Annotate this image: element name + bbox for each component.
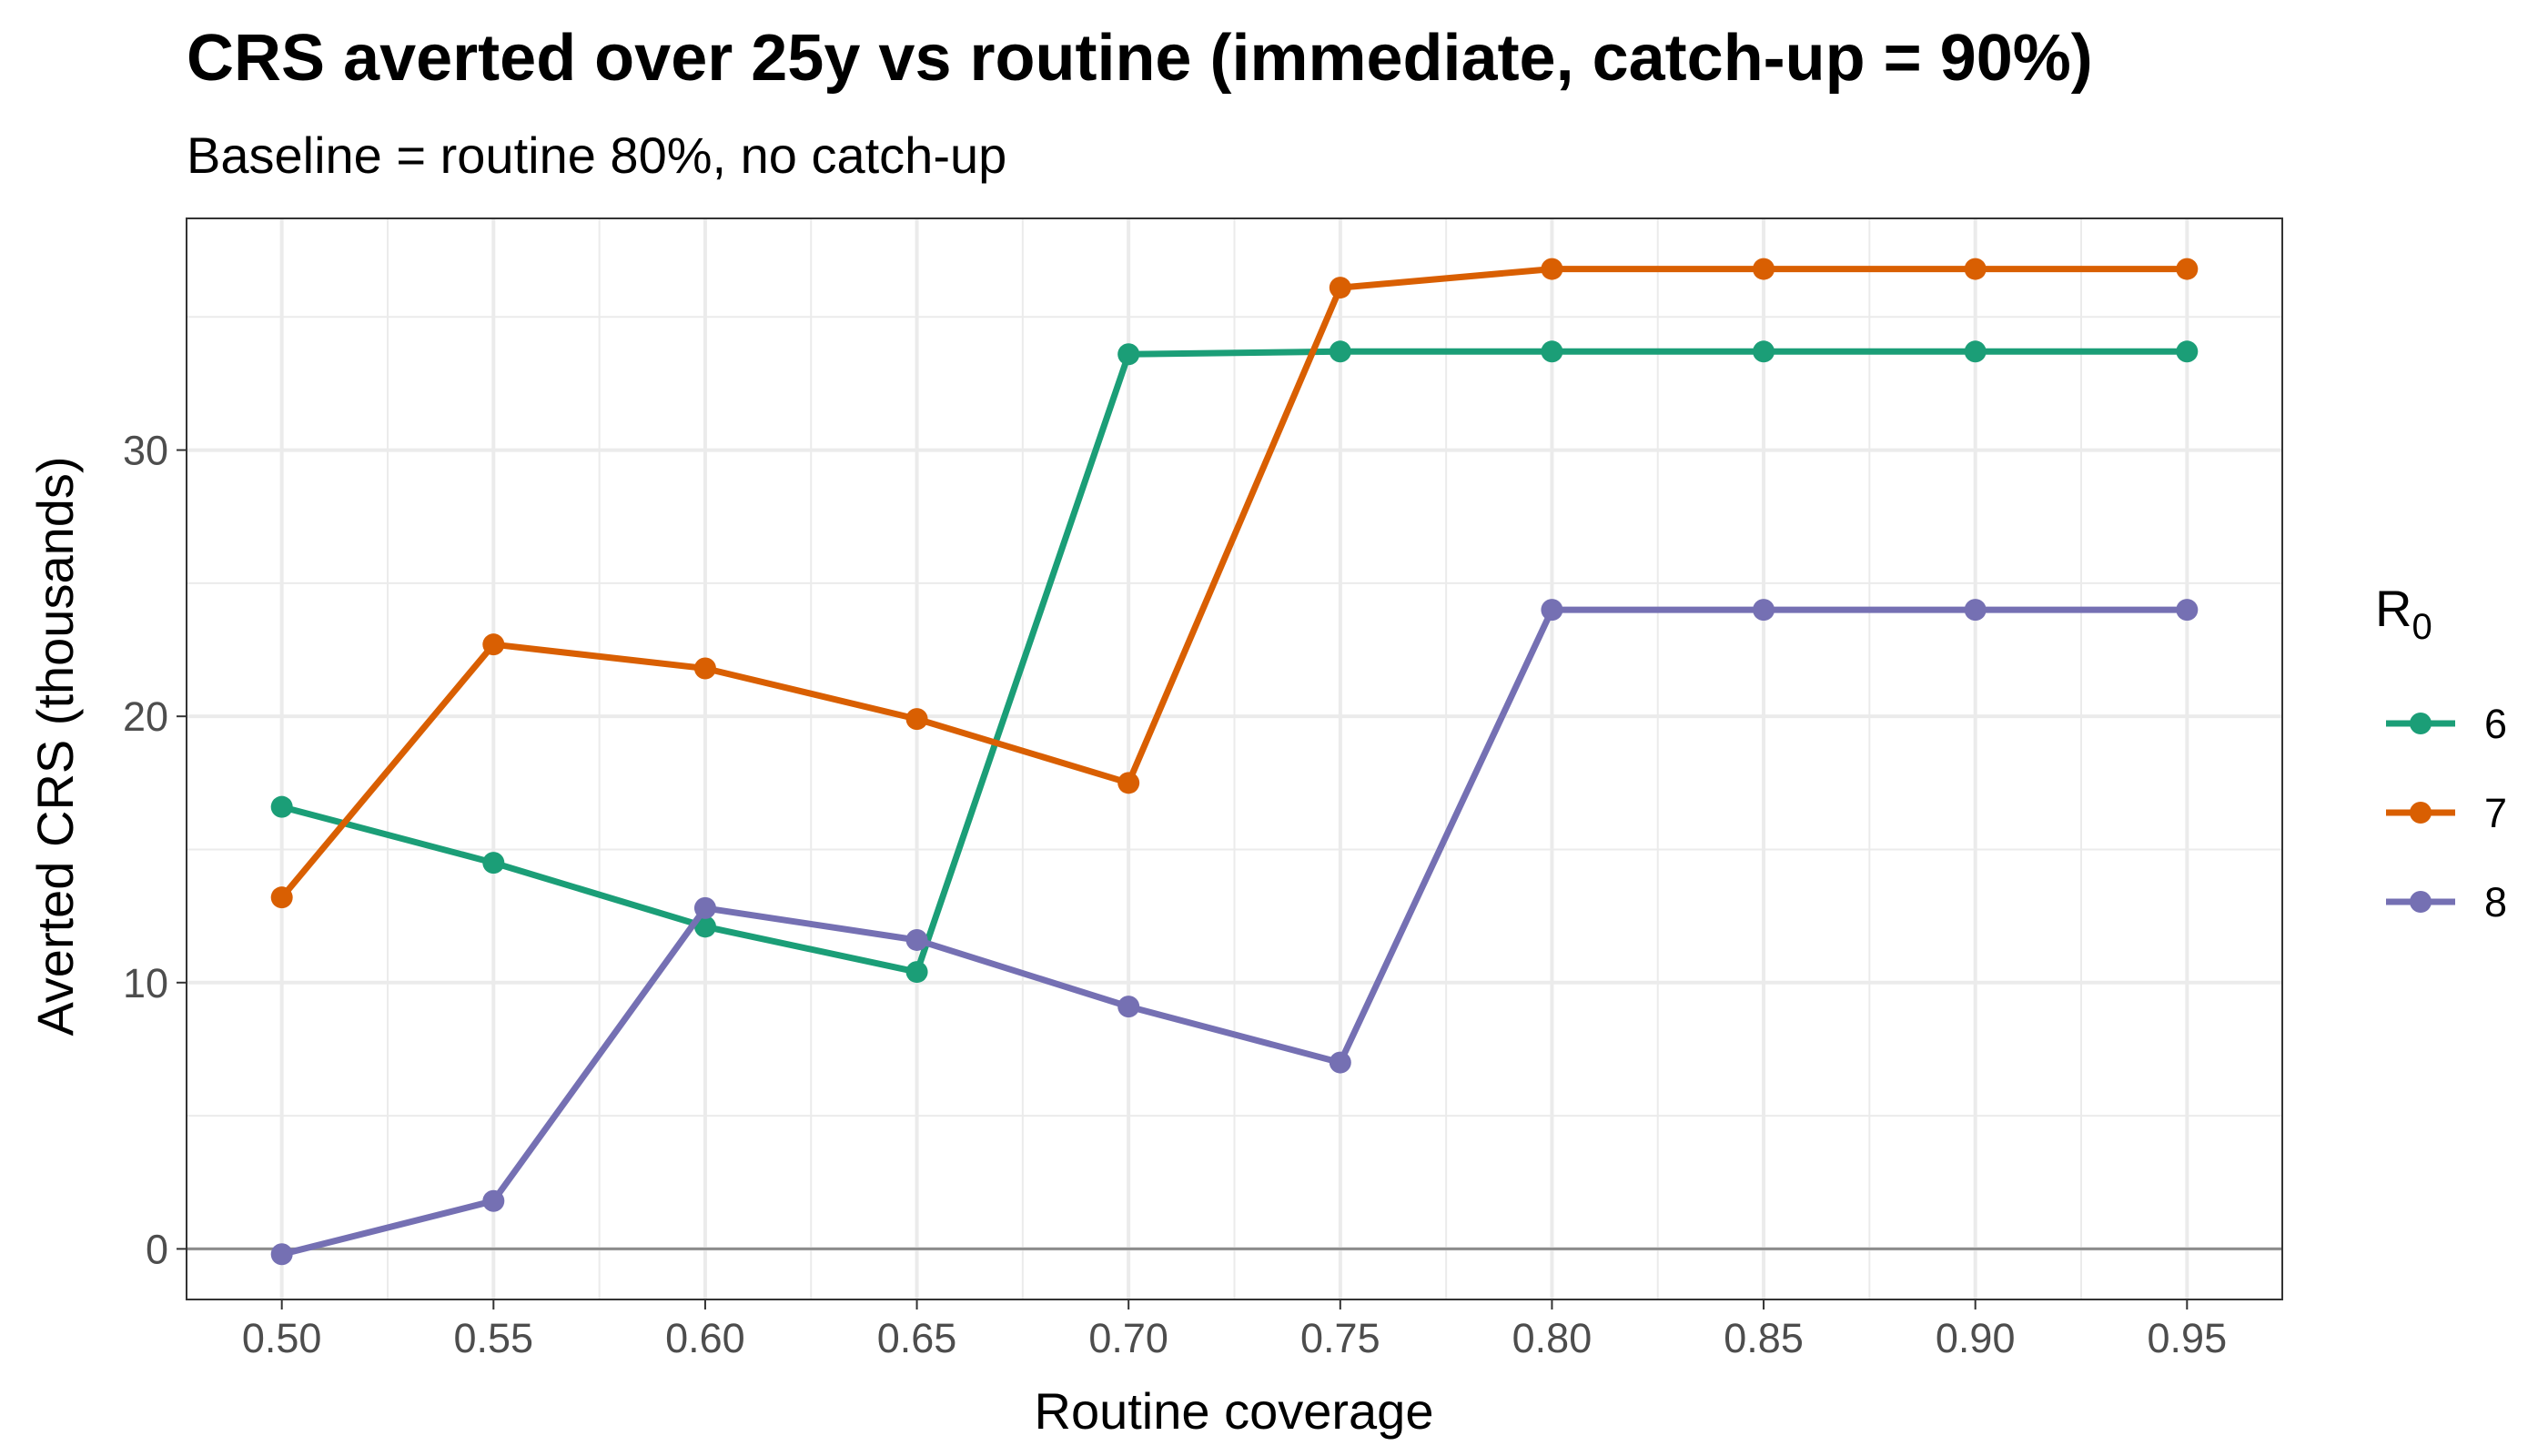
legend-item-6: 6 <box>2386 701 2507 747</box>
legend-label: 7 <box>2484 790 2507 836</box>
data-point <box>1753 599 1775 622</box>
data-point <box>482 1189 505 1212</box>
data-point <box>2176 599 2199 622</box>
x-tick-label: 0.55 <box>454 1315 534 1361</box>
x-tick-label: 0.70 <box>1088 1315 1168 1361</box>
data-point <box>693 657 716 680</box>
plot-panel-border <box>186 217 2283 1300</box>
legend-title-subscript: 0 <box>2412 607 2432 647</box>
data-point <box>905 928 928 951</box>
y-tick-label: 0 <box>146 1226 168 1272</box>
data-series <box>270 258 2199 1266</box>
x-tick-label: 0.85 <box>1724 1315 1804 1361</box>
data-point <box>482 633 505 656</box>
legend-title-main: R <box>2375 580 2412 637</box>
x-axis-title: Routine coverage <box>1035 1382 1434 1440</box>
data-point <box>2176 340 2199 363</box>
legend-item-7: 7 <box>2386 790 2507 836</box>
data-point <box>1753 258 1775 280</box>
x-tick-label: 0.75 <box>1300 1315 1380 1361</box>
chart-subtitle: Baseline = routine 80%, no catch-up <box>187 126 1006 184</box>
y-tick-label: 30 <box>123 428 168 474</box>
data-point <box>1541 599 1563 622</box>
data-point <box>1964 599 1987 622</box>
x-tick-label: 0.80 <box>1512 1315 1592 1361</box>
data-point <box>270 795 293 818</box>
legend-key-point <box>2410 802 2432 824</box>
grid-lines <box>187 218 2282 1299</box>
x-tick-label: 0.50 <box>242 1315 322 1361</box>
data-point <box>1117 996 1140 1018</box>
legend-items: 6 7 8 <box>2386 701 2507 925</box>
series-8 <box>270 599 2199 1266</box>
y-axis-title: Averted CRS (thousands) <box>26 456 84 1036</box>
series-line-6 <box>280 348 2188 976</box>
data-point <box>1329 340 1351 363</box>
data-point <box>1541 340 1563 363</box>
data-point <box>1117 772 1140 794</box>
x-tick-label: 0.60 <box>665 1315 745 1361</box>
legend: R0 6 7 8 <box>2375 580 2507 925</box>
data-point <box>693 896 716 919</box>
data-point <box>1329 1051 1351 1074</box>
data-point <box>270 886 293 909</box>
x-tick-label: 0.90 <box>1936 1315 2016 1361</box>
chart-title: CRS averted over 25y vs routine (immedia… <box>187 22 2093 95</box>
legend-item-8: 8 <box>2386 879 2507 925</box>
x-tick-label: 0.95 <box>2148 1315 2228 1361</box>
data-point <box>1329 277 1351 299</box>
y-tick-label: 20 <box>123 693 168 740</box>
data-point <box>270 1243 293 1266</box>
series-line-8 <box>280 606 2188 1258</box>
legend-key-point <box>2410 891 2432 913</box>
data-point <box>482 852 505 875</box>
data-point <box>1117 343 1140 366</box>
data-point <box>1541 258 1563 280</box>
series-7 <box>270 258 2199 909</box>
series-line-7 <box>279 266 2188 900</box>
axes: 0.50 0.55 0.60 0.65 0.70 0.75 0.80 0.85 0.90 0.95… <box>123 428 2227 1361</box>
data-point <box>905 708 928 731</box>
series-6 <box>270 340 2199 984</box>
data-point <box>693 915 716 938</box>
data-point <box>905 961 928 984</box>
data-point <box>2176 258 2199 280</box>
legend-key-point <box>2410 713 2432 734</box>
y-tick-label: 10 <box>123 960 168 1006</box>
legend-label: 8 <box>2484 879 2507 925</box>
data-point <box>1964 258 1987 280</box>
legend-label: 6 <box>2484 701 2507 747</box>
data-point <box>1964 340 1987 363</box>
legend-title: R0 <box>2375 580 2432 647</box>
data-point <box>1753 340 1775 363</box>
x-tick-label: 0.65 <box>877 1315 957 1361</box>
